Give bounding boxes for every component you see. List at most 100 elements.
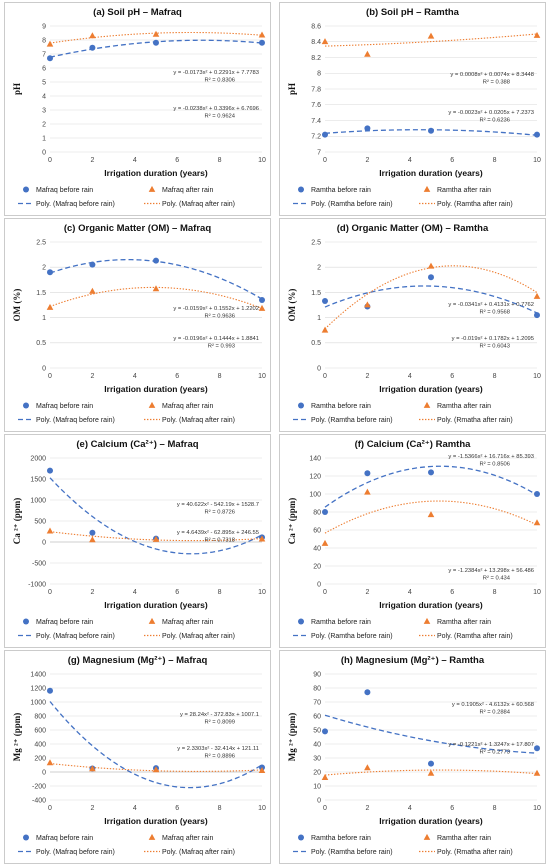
x-tick-label: 6 bbox=[450, 373, 454, 380]
data-point-before bbox=[322, 297, 328, 304]
y-tick-label: 20 bbox=[313, 769, 321, 776]
data-point-before bbox=[364, 125, 371, 132]
x-tick-label: 8 bbox=[218, 805, 222, 812]
x-tick-label: 4 bbox=[133, 589, 137, 596]
trend-equation: y = -0.019x² + 0.1782x + 1.2095 bbox=[452, 336, 534, 342]
panel-frame bbox=[4, 650, 271, 864]
legend-marker-before bbox=[23, 186, 29, 193]
legend-trend-label: Poly. (Mafraq after rain) bbox=[162, 633, 235, 640]
y-tick-label: 8.4 bbox=[311, 39, 321, 46]
legend-trend-label: Poly. (Ramtha after rain) bbox=[437, 201, 513, 208]
x-tick-label: 2 bbox=[365, 157, 369, 164]
data-point-after bbox=[258, 304, 266, 311]
y-tick-label: 8 bbox=[42, 37, 46, 44]
y-tick-label: 0 bbox=[317, 797, 321, 804]
y-tick-label: 8.2 bbox=[311, 55, 321, 62]
y-tick-label: 2.5 bbox=[311, 239, 321, 246]
x-tick-label: 2 bbox=[90, 157, 94, 164]
trend-equation: y = 28.24x² - 372.83x + 1007.1 bbox=[180, 712, 259, 718]
x-tick-label: 8 bbox=[493, 373, 497, 380]
chart-title: (c) Organic Matter (OM) – Mafraq bbox=[64, 223, 211, 234]
trend-r2: R² = 0.6043 bbox=[480, 344, 510, 350]
legend-label: Ramtha after rain bbox=[437, 403, 491, 410]
y-tick-label: 8 bbox=[317, 71, 321, 78]
y-axis-label: Ca ²⁺ (ppm) bbox=[12, 498, 22, 544]
y-tick-label: 60 bbox=[313, 713, 321, 720]
y-tick-label: 2 bbox=[42, 265, 46, 272]
x-tick-label: 2 bbox=[365, 589, 369, 596]
y-tick-label: 0 bbox=[317, 365, 321, 372]
data-point-after bbox=[89, 536, 96, 543]
legend-marker-after bbox=[148, 401, 156, 408]
legend-marker-before bbox=[23, 834, 29, 841]
legend-label: Ramtha after rain bbox=[437, 835, 491, 842]
trend-r2: R² = 0.8896 bbox=[205, 754, 235, 760]
legend-trend-label: Poly. (Ramtha before rain) bbox=[311, 417, 393, 424]
y-tick-label: 1.5 bbox=[36, 290, 46, 297]
panel-frame bbox=[4, 434, 271, 648]
data-point-after bbox=[364, 301, 371, 308]
y-tick-label: 7.6 bbox=[311, 102, 321, 109]
data-point-after bbox=[152, 766, 160, 773]
y-tick-label: 5 bbox=[42, 79, 46, 86]
x-tick-label: 10 bbox=[533, 157, 541, 164]
legend-marker-after bbox=[423, 833, 431, 840]
data-point-after bbox=[152, 285, 160, 292]
legend-label: Ramtha before rain bbox=[311, 835, 371, 842]
legend-label: Ramtha after rain bbox=[437, 187, 491, 194]
legend-label: Mafraq before rain bbox=[36, 835, 93, 842]
chart-panel-c: (c) Organic Matter (OM) – Mafraq 0 0.5 1 1.5… bbox=[4, 218, 271, 432]
y-tick-label: 1 bbox=[42, 135, 46, 142]
y-tick-label: 400 bbox=[34, 741, 46, 748]
x-axis-label: Irrigation duration (years) bbox=[104, 600, 208, 610]
legend-marker-before bbox=[23, 402, 29, 409]
x-tick-label: 6 bbox=[175, 157, 179, 164]
legend-label: Mafraq after rain bbox=[162, 619, 213, 626]
y-tick-label: 40 bbox=[313, 741, 321, 748]
legend-label: Mafraq after rain bbox=[162, 835, 213, 842]
data-point-after bbox=[321, 539, 329, 546]
trendline-before bbox=[49, 258, 263, 300]
legend-marker-before bbox=[23, 618, 29, 625]
trend-equation: y = -0.0238x² + 0.3396x + 6.7696 bbox=[173, 106, 259, 112]
y-tick-label: 9 bbox=[42, 23, 46, 30]
x-tick-label: 0 bbox=[48, 589, 52, 596]
data-point-before bbox=[47, 269, 53, 276]
legend-trend-label: Poly. (Mafraq before rain) bbox=[36, 633, 115, 640]
x-tick-label: 4 bbox=[133, 157, 137, 164]
data-point-after bbox=[89, 765, 96, 772]
data-point-before bbox=[428, 760, 434, 767]
data-point-after bbox=[364, 50, 371, 57]
trend-r2: R² = 0.8506 bbox=[480, 462, 510, 468]
trend-r2: R² = 0.2884 bbox=[480, 710, 511, 716]
y-tick-label: 6 bbox=[42, 65, 46, 72]
chart-svg-g: (g) Magnesium (Mg²⁺) – Mafraq-400-200020… bbox=[4, 650, 271, 864]
y-tick-label: 2.5 bbox=[36, 239, 46, 246]
legend-trend-label: Poly. (Ramtha before rain) bbox=[311, 201, 393, 208]
legend-trend-label: Poly. (Mafraq before rain) bbox=[36, 849, 115, 856]
y-tick-label: 0 bbox=[42, 149, 46, 156]
legend-label: Mafraq before rain bbox=[36, 403, 93, 410]
legend-label: Ramtha before rain bbox=[311, 403, 371, 410]
trend-r2: R² = 0.8726 bbox=[205, 510, 235, 516]
y-tick-label: 8.6 bbox=[311, 23, 321, 30]
data-point-before bbox=[428, 127, 434, 134]
data-point-after bbox=[427, 769, 435, 776]
y-tick-label: 0 bbox=[42, 769, 46, 776]
x-tick-label: 0 bbox=[323, 157, 327, 164]
y-tick-label: 60 bbox=[313, 527, 321, 534]
data-point-before bbox=[364, 689, 371, 696]
y-tick-label: 0 bbox=[317, 581, 321, 588]
y-tick-label: 20 bbox=[313, 563, 321, 570]
chart-svg-d: (d) Organic Matter (OM) – Ramtha 0 0.5 1 1.5… bbox=[279, 218, 546, 432]
trendline-before bbox=[324, 285, 538, 314]
x-tick-label: 6 bbox=[175, 805, 179, 812]
x-tick-label: 6 bbox=[450, 589, 454, 596]
trend-r2: R² = 0.6236 bbox=[480, 118, 510, 124]
trend-equation: y = 40.622x² - 542.19x + 1528.7 bbox=[177, 502, 259, 508]
legend-trend-label: Poly. (Rmatha after rain) bbox=[437, 849, 513, 856]
chart-panel-d: (d) Organic Matter (OM) – Ramtha 0 0.5 1 1.5… bbox=[279, 218, 546, 432]
y-axis-label: OM (%) bbox=[287, 289, 297, 322]
chart-svg-e: (e) Calcium (Ca²⁺) – Mafraq -1000 -500 0 500… bbox=[4, 434, 271, 648]
x-tick-label: 10 bbox=[533, 805, 541, 812]
